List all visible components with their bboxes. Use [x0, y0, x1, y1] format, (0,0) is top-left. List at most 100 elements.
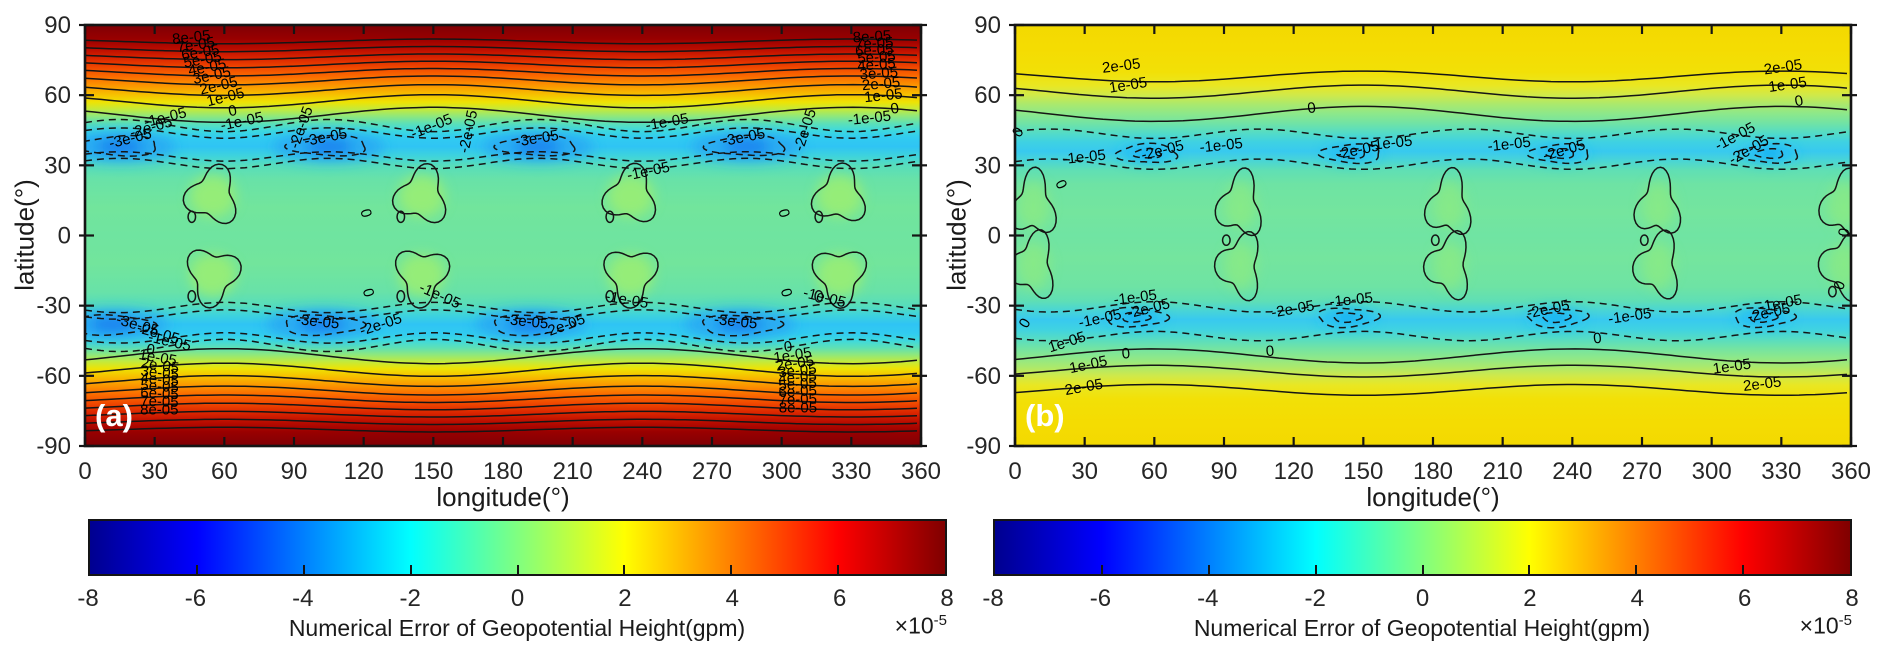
- contour-label: -1e-05: [1329, 289, 1374, 310]
- y-tick-label: -60: [966, 363, 1001, 390]
- contour-loop-dashed: [1735, 142, 1799, 164]
- contour-loop-dashed: [85, 313, 158, 337]
- contour-loop-dashed: [1317, 143, 1380, 165]
- contour-label: 7e-05: [778, 390, 817, 408]
- x-tick-label: 30: [141, 458, 168, 485]
- contour-label: 5e-05: [182, 48, 223, 71]
- contour-loop-solid: [810, 162, 866, 222]
- x-axis-label-a: longitude(°): [436, 482, 570, 512]
- contour-label: 5e-05: [857, 48, 896, 68]
- contour-label: 3e-05: [140, 363, 180, 384]
- colorbar-tick-label: 4: [1630, 585, 1644, 612]
- contour-label: 6e-05: [180, 41, 221, 64]
- contour-label: 2e-05: [861, 74, 901, 94]
- anomaly-blob: [1124, 313, 1148, 322]
- contour-line-solid: [85, 75, 918, 86]
- colorbar-tick-label: -2: [1304, 585, 1326, 612]
- x-tick-label: 330: [1761, 458, 1801, 485]
- colorbar-multiplier-b: ×10-5: [1800, 612, 1852, 640]
- contour-label: 3e-05: [859, 64, 898, 84]
- colorbar-tick-label: -8: [77, 585, 99, 612]
- contour-label: -3e-05: [514, 127, 559, 151]
- contour-label: 6e-05: [778, 382, 817, 401]
- y-axis-label-a: latitude(°): [9, 179, 40, 291]
- plot-area: [1015, 25, 1851, 446]
- anomaly-blob: [189, 254, 236, 297]
- contour-label: -1e-05: [1113, 287, 1158, 309]
- colorbar-tick: [1314, 565, 1317, 574]
- contour-label: 1e-05: [1712, 356, 1752, 378]
- contour-label: 6e-05: [140, 384, 179, 403]
- contour-label: 0: [889, 100, 900, 118]
- contour-line-solid: [85, 38, 918, 45]
- contour-line-dashed: [85, 301, 918, 314]
- y-tick-label: 0: [988, 223, 1001, 250]
- contour-loop-solid: [1423, 166, 1472, 235]
- contour-label: 0: [1592, 330, 1602, 348]
- y-tick-label: -90: [36, 433, 71, 460]
- contour-label: 0: [1121, 345, 1131, 363]
- colorbar-tick-label: 2: [1523, 585, 1537, 612]
- contour-label: 2e-05: [1763, 56, 1803, 78]
- contour-loop-solid: [187, 289, 197, 303]
- contour-loop-solid: [814, 289, 824, 303]
- contour-plot-a: 8e-057e-056e-055e-054e-053e-052e-051e-05…: [36, 12, 941, 485]
- contour-line-solid: [85, 374, 918, 388]
- colorbar-tick: [409, 565, 412, 574]
- contour-label: 0: [1835, 227, 1853, 238]
- contour-line-dashed: [85, 309, 918, 320]
- multiplier-exponent: -5: [933, 612, 947, 629]
- colorbar-tick-label: 0: [510, 585, 525, 612]
- contour-loop-solid: [1633, 166, 1682, 234]
- contour-label: 3e-05: [777, 360, 817, 381]
- x-tick-label: 0: [1008, 458, 1021, 485]
- contour-label: -1e-05: [847, 108, 892, 129]
- x-tick-label: 150: [413, 458, 453, 485]
- anomaly-blob: [1549, 149, 1573, 158]
- anomaly-blob: [1135, 149, 1159, 158]
- contour-loop-dashed: [701, 314, 785, 337]
- colorbar-label-a: Numerical Error of Geopotential Height(g…: [288, 615, 746, 641]
- contour-loop-dashed: [1317, 307, 1382, 329]
- contour-loop-solid: [186, 249, 242, 309]
- x-tick-label: 60: [1141, 458, 1168, 485]
- contour-loop-solid: [396, 289, 406, 303]
- colorbar-tick: [195, 565, 198, 574]
- colorbar-tick-label: 8: [1845, 585, 1859, 612]
- colorbar-label-b: Numerical Error of Geopotential Height(g…: [1193, 615, 1651, 641]
- colorbar-tick-label: -6: [1089, 585, 1112, 612]
- anomaly-blob: [1433, 242, 1466, 290]
- panel-letter-b: (b): [1025, 398, 1065, 433]
- contour-loop-solid: [394, 250, 451, 309]
- contour-label: 7e-05: [176, 34, 216, 56]
- contour-line-dashed: [1015, 128, 1848, 140]
- anomaly-blob: [723, 139, 771, 154]
- anomaly-blob: [1335, 313, 1359, 322]
- contour-label: 0: [1306, 99, 1317, 117]
- multiplier-base: ×10: [894, 612, 934, 639]
- contour-label: 1e-05: [137, 346, 178, 369]
- contour-line-solid: [85, 347, 918, 365]
- contour-line-solid: [85, 385, 918, 396]
- contour-loop-dashed: [1113, 142, 1179, 164]
- colorbar-tick-label: 2: [618, 585, 632, 612]
- contour-loop-dashed: [493, 134, 576, 157]
- contour-label: 0: [227, 102, 239, 120]
- contour-label: 0: [783, 338, 793, 356]
- colorbar-tick: [1635, 565, 1638, 574]
- anomaly-blob: [1758, 149, 1782, 158]
- y-tick-label: -90: [966, 433, 1001, 460]
- contour-line-solid: [85, 426, 918, 433]
- contour-line-solid: [1015, 364, 1848, 378]
- colorbar-tick: [516, 565, 519, 574]
- contour-line-solid: [1015, 84, 1848, 99]
- colorbar-tick-label: 6: [832, 585, 847, 612]
- anomaly-blob: [189, 174, 236, 217]
- contour-line-dashed: [85, 338, 918, 353]
- x-tick-label: 300: [1692, 458, 1732, 485]
- anomaly-blob: [1827, 181, 1851, 229]
- x-tick-label: 360: [901, 458, 941, 485]
- contour-label: 5e-05: [778, 375, 817, 395]
- y-tick-label: -30: [36, 293, 71, 320]
